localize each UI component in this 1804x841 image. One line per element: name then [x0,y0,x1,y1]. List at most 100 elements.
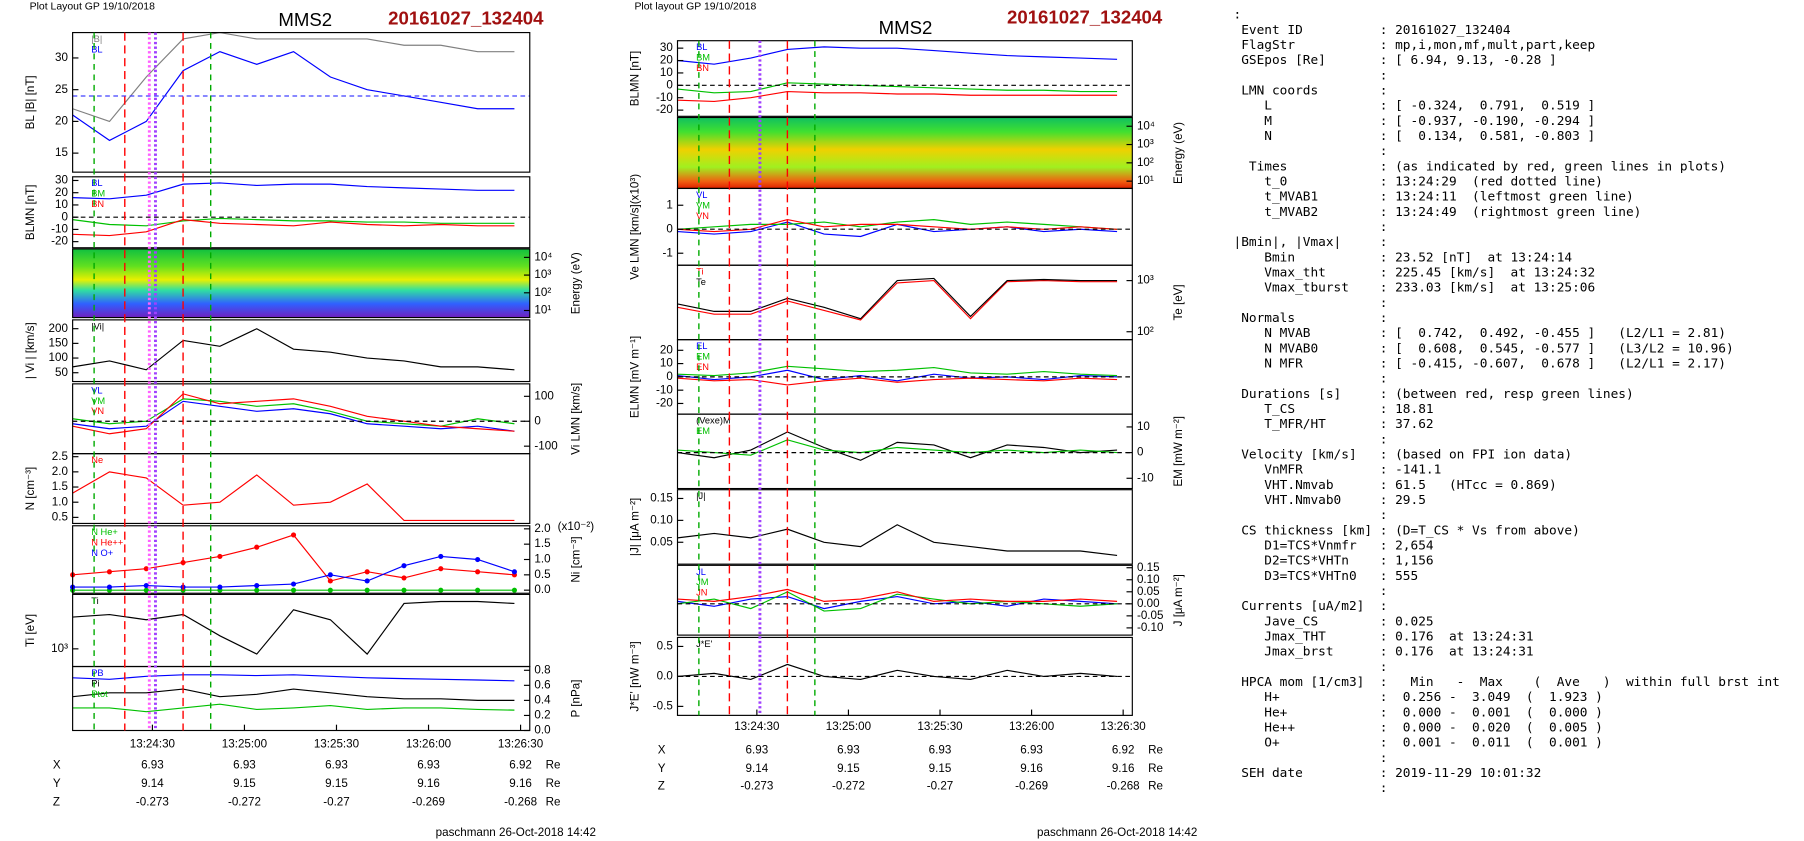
series-line [677,219,1118,230]
series-line [677,591,1118,612]
axis-annotation: (x10⁻²) [558,520,595,533]
y-axis-label: BL |B| [nT] [24,75,37,129]
info-line: CS thickness [km] : (D=T_CS * Vs from ab… [1234,523,1580,538]
legend-entry: |B| [91,34,102,44]
info-line: : [1234,751,1388,766]
point [401,587,407,593]
y-axis-label: N [cm⁻³] [24,467,37,511]
y-tick-label: 0 [534,414,541,427]
plot-title: MMS2 [278,9,332,30]
y-axis-label: P [nPa] [569,680,582,718]
point [143,566,149,572]
x-tick-label: 13:26:00 [1009,720,1055,733]
info-line: LMN coords : [1234,83,1388,98]
legend-entry: N He++ [91,538,123,548]
info-line: : [1234,68,1388,83]
y-tick-label: -10 [1137,471,1154,484]
info-line: |Bmin|, |Vmax| : [1234,235,1388,250]
y-tick-label: -20 [656,103,673,116]
panel-frame [72,383,531,455]
y-tick-label: 2.0 [52,465,69,478]
info-line: Durations [s] : (between red, resp green… [1234,387,1634,402]
y-axis-label: EM [mW m⁻²] [1172,416,1185,487]
y-tick-label: 20 [55,186,68,199]
series-line [677,82,1118,94]
info-line: H+ : 0.256 - 3.049 ( 1.923 ) [1234,690,1603,705]
info-line: HPCA mom [1/cm3] : Min - Max ( Ave ) wit… [1234,675,1780,690]
series-line [72,398,515,427]
x-tick-label: 13:26:30 [1101,720,1147,733]
y-tick-label: 0 [62,210,69,223]
y-tick-label: 1.5 [52,480,68,493]
y-tick-label: 30 [55,174,68,187]
y-tick-label: -10 [656,91,673,104]
point [364,587,370,593]
point [438,553,444,559]
ephemeris-value: 6.93 [233,758,256,771]
y-tick-label: 0 [666,370,673,383]
info-line: : [1234,296,1388,311]
legend-entry: Te [696,277,706,287]
series-line [677,431,1118,461]
plot-title: MMS2 [879,17,933,38]
y-tick-label: -1 [663,246,673,259]
footer: paschmann 26-Oct-2018 14:42 [436,826,596,839]
legend-entry: BM [91,189,105,199]
y-tick-label: 10 [55,198,68,211]
y-tick-label: 0.00 [1137,597,1160,610]
info-line: : [1234,220,1388,235]
legend-entry: EM [696,426,710,436]
legend-entry: JL [696,567,706,577]
legend-entry: BL [696,42,707,52]
ephemeris-value: 9.16 [1112,762,1135,775]
y-tick-label: 1 [666,198,672,211]
panel-frame [676,187,1133,266]
y-tick-label: -0.10 [1137,621,1164,634]
x-tick-label: 13:24:30 [734,720,780,733]
y-tick-label: 0.4 [534,693,551,706]
ephemeris-unit: Re [546,796,561,809]
y-tick-label: 150 [49,336,69,349]
info-line: : [1234,508,1388,523]
point [327,578,333,584]
point [290,587,297,593]
point [438,566,444,572]
legend-entry: Ne [91,455,103,465]
series-line [72,182,515,200]
legend-entry: Ti [91,596,98,606]
y-tick-label: 0.10 [650,513,673,526]
legend-entry: VL [696,190,707,200]
y-tick-label: 0.0 [657,669,674,682]
ephemeris-value: 6.92 [1112,743,1135,756]
point [475,587,481,593]
x-tick-label: 13:25:00 [222,738,268,751]
y-tick-label: 0.15 [1137,561,1160,574]
legend-entry: VL [91,385,102,395]
info-line: D2=TCS*VHTn : 1,156 [1234,554,1434,569]
ephemeris-label: Z [658,779,665,792]
y-tick-label: 10¹ [1137,174,1154,187]
panel-frame [72,453,531,525]
legend-entry: BN [91,199,104,209]
series-line [677,524,1118,557]
series-line [72,674,515,682]
info-line: : [1234,781,1388,796]
x-tick-label: 13:25:30 [314,738,360,751]
y-tick-label: 10³ [1137,138,1154,151]
legend-entry: BM [696,53,710,63]
ephemeris-value: -0.268 [1107,779,1140,792]
plot-header: Plot Layout GP 19/10/2018 [30,2,156,13]
info-line: He++ : 0.000 - 0.020 ( 0.005 ) [1234,721,1603,736]
point [364,578,370,584]
ephemeris-value: -0.269 [1015,779,1048,792]
ephemeris-value: -0.27 [323,796,350,809]
y-tick-label: 2.0 [534,522,551,535]
y-tick-label: 0.05 [650,535,673,548]
y-tick-label: 30 [660,41,673,54]
info-line: FlagStr : mp,i,mon,mf,mult,part,keep [1234,38,1596,53]
point [254,544,260,550]
info-line: GSEpos [Re] : [ 6.94, 9.13, -0.28 ] [1234,53,1557,68]
legend-entry: VN [696,211,709,221]
y-axis-label: Energy (eV) [569,252,582,314]
footer: paschmann 26-Oct-2018 14:42 [1037,826,1197,839]
